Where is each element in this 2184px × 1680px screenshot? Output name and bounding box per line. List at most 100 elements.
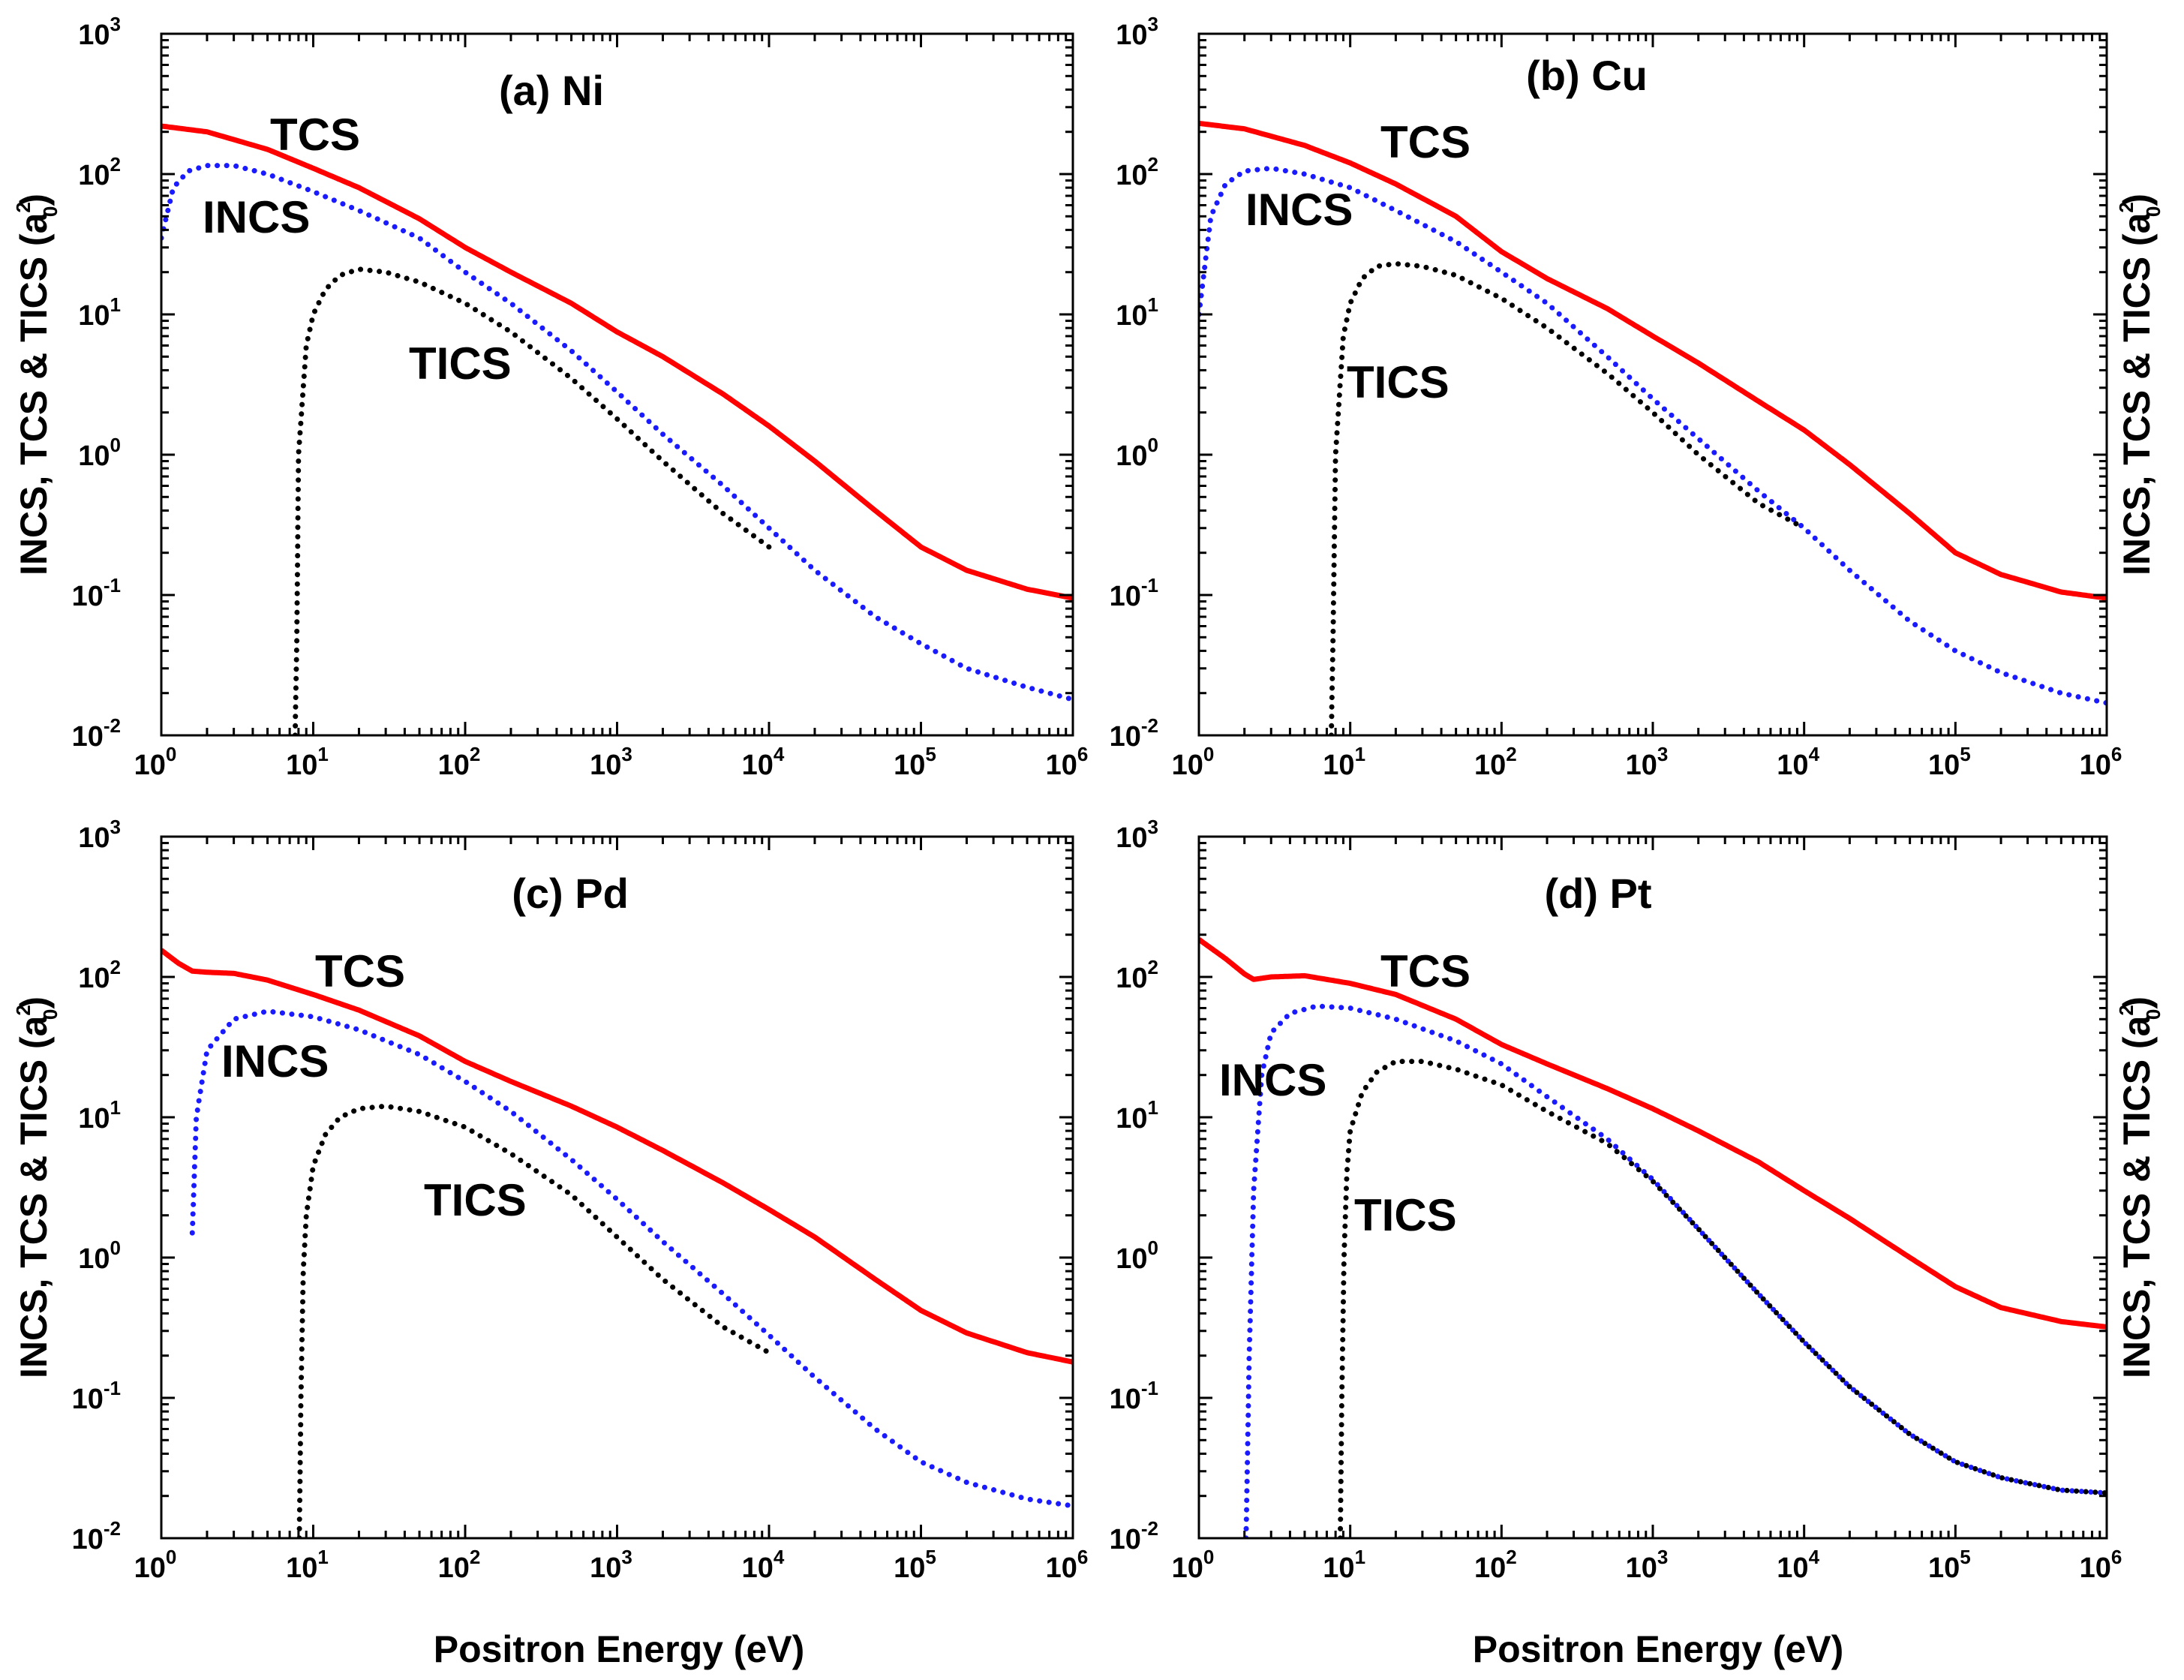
- x-axis-title: Positron Energy (eV): [434, 1628, 805, 1670]
- y-tick-label: 100: [78, 1237, 121, 1275]
- y-tick-label: 10-1: [72, 1377, 121, 1415]
- x-tick-label: 101: [1323, 1546, 1365, 1584]
- y-tick-label: 103: [1116, 816, 1158, 854]
- chart-panel-4: 100 101 102 103 104 105 106 10-2 10-1 100 101 102 10…: [1110, 816, 2164, 1670]
- series-line-tics: [296, 1103, 772, 1538]
- y-tick-label: 101: [1116, 293, 1158, 332]
- x-tick-label: 103: [1626, 743, 1669, 781]
- x-tick-label: 101: [286, 1546, 329, 1584]
- y-tick-label: 10-1: [72, 574, 121, 612]
- curve-label-tcs: TCS: [1380, 946, 1471, 996]
- x-tick-label: 103: [590, 743, 632, 781]
- x-axis-title: Positron Energy (eV): [1473, 1628, 1844, 1670]
- series-line-incs: [161, 163, 1073, 702]
- series-line-tcs: [161, 948, 1073, 1365]
- curve-label-incs: INCS: [1219, 1055, 1326, 1105]
- x-tick-label: 102: [438, 743, 481, 781]
- x-tick-label: 104: [1777, 1546, 1819, 1584]
- curve-label-tcs: TCS: [270, 110, 360, 160]
- series-line-tcs: [161, 123, 1073, 601]
- chart-panel-1: 100 101 102 103 104 105 106 10-2 10-1 100 101 102 10…: [12, 13, 1088, 781]
- tick-marks: [1197, 835, 2108, 1540]
- x-tick-label: 101: [286, 743, 329, 781]
- curve-label-incs: INCS: [221, 1036, 329, 1086]
- tick-marks: [1197, 32, 2108, 737]
- series-line-incs: [189, 1008, 1073, 1509]
- x-tick-label: 104: [1777, 743, 1819, 781]
- curve-label-incs: INCS: [1245, 185, 1353, 235]
- y-tick-label: 100: [1116, 434, 1158, 472]
- panel-title: (d) Pt: [1544, 870, 1651, 917]
- curve-label-tics: TICS: [1347, 357, 1449, 407]
- y-tick-label: 102: [1116, 153, 1158, 191]
- series-group: [161, 948, 1073, 1538]
- y-axis-title: INCS, TCS & TICS (a2 0): [12, 194, 62, 576]
- y-tick-label: 10-1: [1110, 574, 1158, 612]
- plot-frame: [1197, 835, 2108, 1540]
- x-tick-label: 102: [438, 1546, 481, 1584]
- y-tick-label: 100: [78, 434, 121, 472]
- y-axis-title: INCS, TCS & TICS (a2 0): [12, 996, 62, 1378]
- chart-panel-2: 100 101 102 103 104 105 106 10-2 10-1 100 101 102 10…: [1110, 13, 2164, 781]
- y-axis-title: INCS, TCS & TICS (a2 0): [2115, 194, 2164, 576]
- y-tick-label: 102: [1116, 956, 1158, 994]
- x-tick-label: 102: [1474, 1546, 1517, 1584]
- x-tick-label: 106: [2080, 743, 2122, 781]
- x-tick-label: 102: [1474, 743, 1517, 781]
- series-line-incs: [1199, 165, 2107, 706]
- y-tick-label: 10-1: [1110, 1377, 1158, 1415]
- curve-label-incs: INCS: [203, 192, 310, 242]
- x-tick-label: 100: [1172, 743, 1215, 781]
- x-tick-label: 104: [742, 1546, 785, 1584]
- x-tick-label: 100: [1172, 1546, 1215, 1584]
- series-line-tics: [1338, 1059, 2107, 1538]
- series-group: [1199, 120, 2107, 735]
- tick-marks: [160, 835, 1074, 1540]
- curve-label-tics: TICS: [409, 338, 512, 389]
- y-tick-label: 10-2: [72, 714, 121, 753]
- y-tick-label: 10-2: [1110, 714, 1158, 753]
- x-tick-label: 105: [894, 1546, 936, 1584]
- series-line-tics: [292, 266, 772, 735]
- series-line-tcs: [1199, 120, 2107, 601]
- y-tick-label: 100: [1116, 1237, 1158, 1275]
- x-tick-label: 106: [2080, 1546, 2122, 1584]
- y-tick-label: 103: [1116, 13, 1158, 51]
- plot-frame: [160, 835, 1074, 1540]
- y-tick-label: 103: [78, 816, 121, 854]
- x-tick-label: 106: [1046, 1546, 1089, 1584]
- x-tick-label: 101: [1323, 743, 1365, 781]
- panel-title: (c) Pd: [512, 870, 629, 917]
- y-axis-title: INCS, TCS & TICS (a2 0): [2115, 996, 2164, 1378]
- chart-panel-3: 100 101 102 103 104 105 106 10-2 10-1 100 101 102 10…: [12, 816, 1088, 1670]
- series-group: [1199, 937, 2107, 1538]
- y-tick-label: 101: [78, 293, 121, 332]
- tick-marks: [160, 32, 1074, 737]
- x-tick-label: 103: [1626, 1546, 1669, 1584]
- curve-label-tics: TICS: [424, 1175, 527, 1225]
- panel-title: (a) Ni: [499, 67, 604, 114]
- series-line-tcs: [1199, 937, 2107, 1330]
- x-tick-label: 104: [742, 743, 785, 781]
- x-tick-label: 105: [1928, 1546, 1971, 1584]
- curve-label-tcs: TCS: [315, 946, 405, 996]
- x-tick-label: 105: [894, 743, 936, 781]
- y-tick-label: 102: [78, 956, 121, 994]
- series-group: [161, 123, 1073, 735]
- x-tick-label: 100: [134, 743, 177, 781]
- y-tick-label: 101: [1116, 1096, 1158, 1135]
- series-line-incs: [1243, 1003, 2107, 1538]
- y-tick-label: 101: [78, 1096, 121, 1135]
- panel-title: (b) Cu: [1526, 52, 1648, 99]
- x-tick-label: 105: [1928, 743, 1971, 781]
- series-line-tics: [1329, 260, 1807, 735]
- x-tick-label: 103: [590, 1546, 632, 1584]
- y-tick-label: 102: [78, 153, 121, 191]
- x-tick-label: 106: [1046, 743, 1089, 781]
- curve-label-tics: TICS: [1354, 1190, 1457, 1240]
- x-tick-label: 100: [134, 1546, 177, 1584]
- y-tick-label: 10-2: [1110, 1517, 1158, 1555]
- curve-label-tcs: TCS: [1380, 117, 1471, 167]
- y-tick-label: 10-2: [72, 1517, 121, 1555]
